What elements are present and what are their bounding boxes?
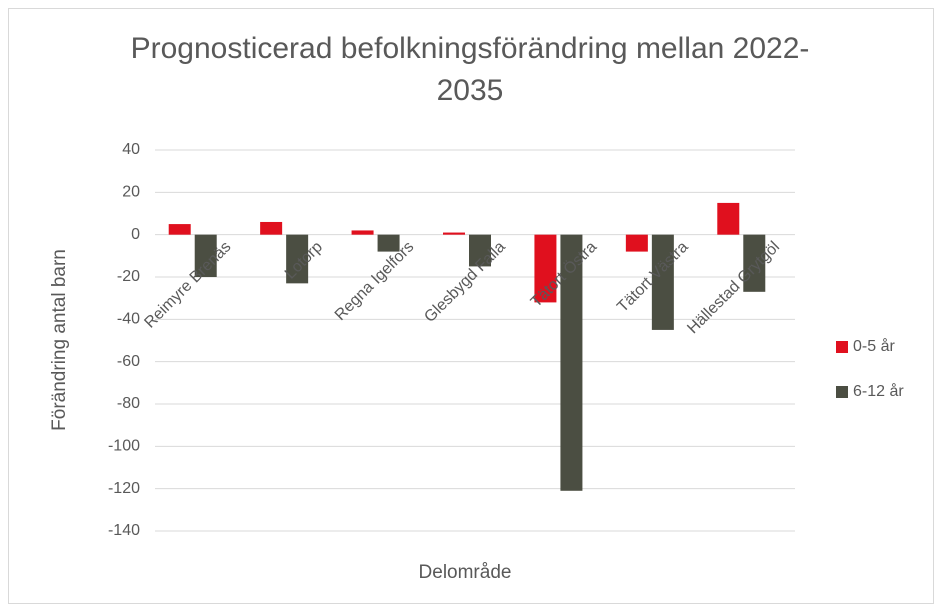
legend-label: 0-5 år	[853, 337, 895, 355]
y-tick-label: -20	[117, 268, 140, 285]
y-tick-label: -100	[108, 438, 140, 455]
y-tick-label: -80	[117, 395, 140, 412]
y-axis-label: Förändring antal barn	[49, 249, 70, 431]
y-tick-label: -120	[108, 480, 140, 497]
x-tick-label: Glesbygd Falla	[421, 238, 509, 326]
x-axis-label: Delområde	[419, 562, 512, 583]
bar	[651, 234, 674, 330]
x-tick-label: Hällestad Grytgöl	[684, 238, 783, 337]
legend-swatch	[836, 386, 848, 398]
legend-label: 6-12 år	[853, 382, 904, 400]
bar	[625, 234, 648, 252]
y-tick-label: -40	[117, 311, 140, 328]
x-tick-label: Regna Igelfors	[332, 238, 418, 324]
bar	[168, 224, 191, 235]
y-tick-label: 0	[131, 226, 140, 243]
chart-title: Prognosticerad befolkningsförändring mel…	[130, 32, 810, 107]
legend-swatch	[836, 341, 848, 353]
y-tick-label: 40	[122, 141, 140, 158]
bar	[743, 234, 766, 292]
bar	[351, 230, 374, 235]
y-tick-label: -60	[117, 353, 140, 370]
bar	[286, 234, 309, 284]
chart-border	[8, 8, 934, 604]
bar	[717, 202, 740, 235]
bar	[469, 234, 491, 267]
bar	[260, 221, 283, 235]
y-tick-label: 20	[122, 184, 140, 201]
bar	[534, 234, 557, 303]
bar	[194, 234, 217, 277]
bar	[560, 234, 583, 491]
x-tick-label: Reimyre Brenäs	[141, 238, 234, 331]
bar	[443, 232, 465, 235]
bar	[377, 234, 400, 252]
y-tick-label: -140	[108, 522, 140, 539]
